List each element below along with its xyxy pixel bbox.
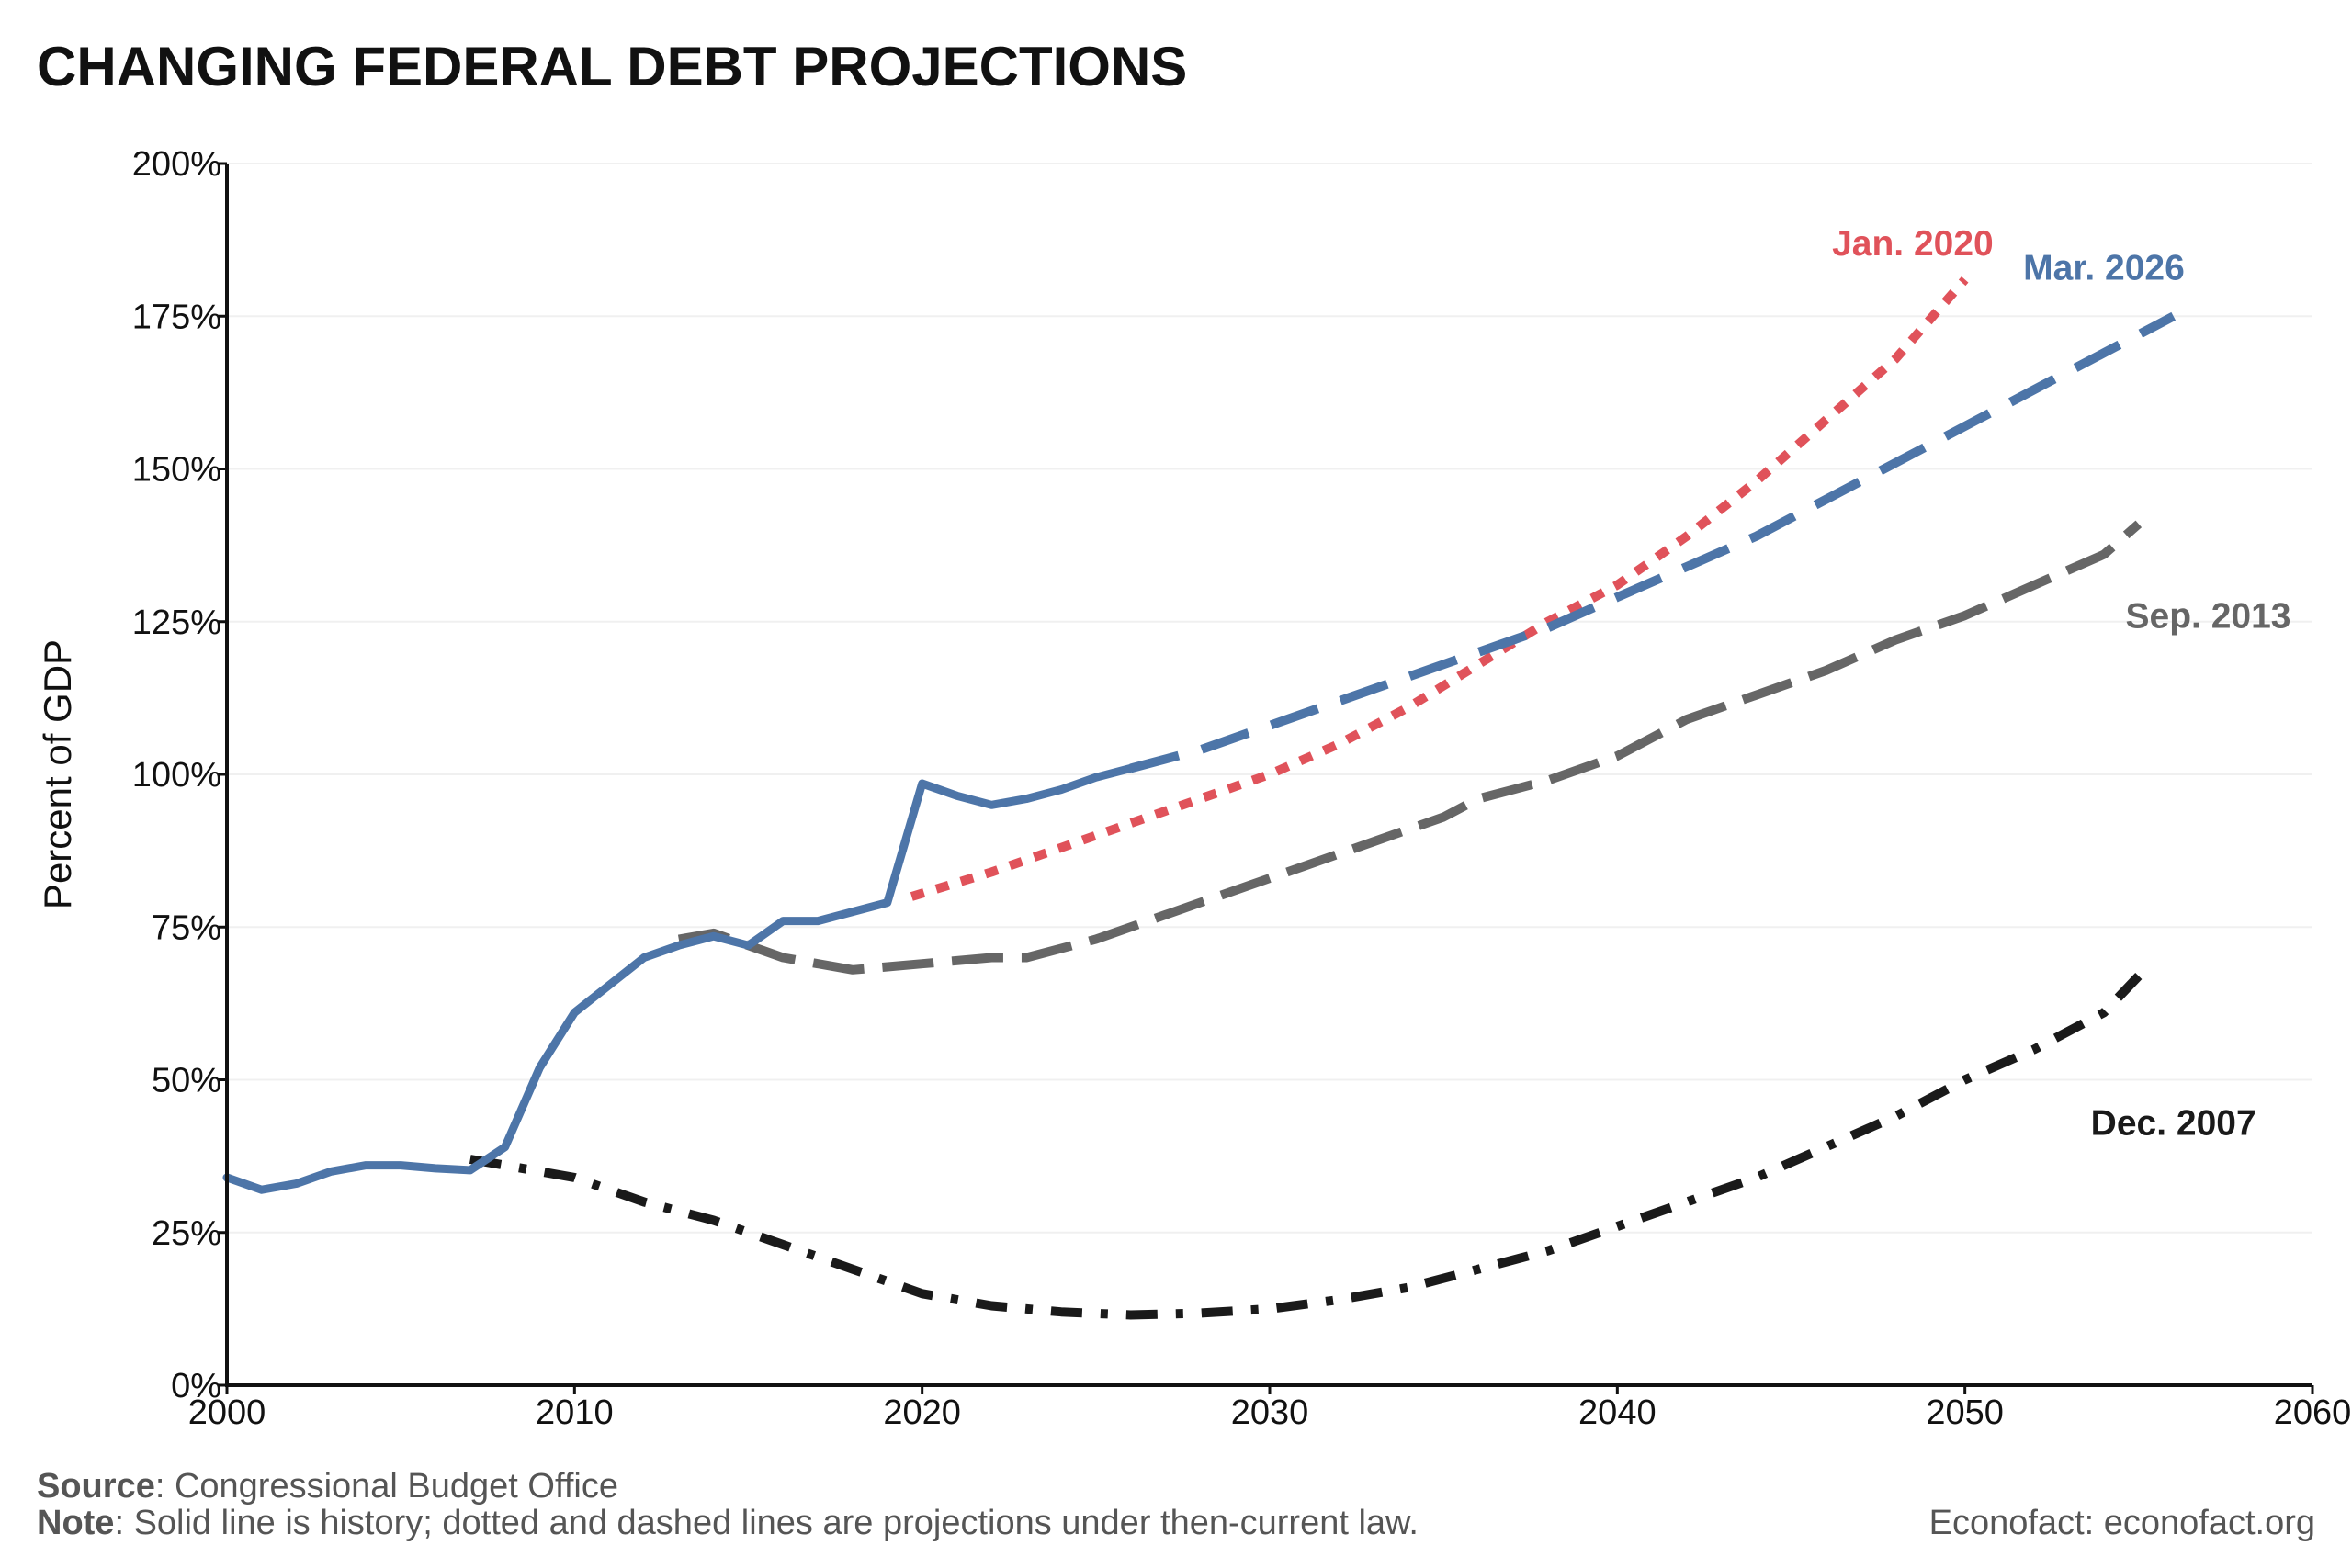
x-tick-label: 2030 (1231, 1393, 1309, 1432)
y-tick-label: 200% (132, 145, 221, 184)
note-text: : Solid line is history; dotted and dash… (114, 1504, 1419, 1542)
y-tick-label: 0% (171, 1367, 221, 1405)
series-label-mar-2026: Mar. 2026 (2023, 248, 2185, 288)
y-tick-label: 25% (152, 1214, 221, 1253)
note-line: Note: Solid line is history; dotted and … (37, 1504, 1419, 1543)
y-tick-label: 100% (132, 756, 221, 795)
x-tick-label: 2060 (2274, 1393, 2352, 1432)
series-line-dec-2007 (469, 973, 2143, 1320)
y-tick-label: 50% (152, 1062, 221, 1100)
credit-text: Econofact: econofact.org (1928, 1504, 2315, 1542)
y-tick-label: 175% (132, 298, 221, 336)
grid-layer (227, 163, 2312, 1234)
note-label: Note (37, 1504, 115, 1542)
source-line: Source: Congressional Budget Office (37, 1467, 618, 1506)
series-line-mar-2026 (1129, 311, 2177, 773)
x-tick-label: 2010 (536, 1393, 614, 1432)
series-label-sep-2013: Sep. 2013 (2126, 596, 2291, 636)
series-line-sep-2013 (677, 520, 2143, 975)
source-label: Source (37, 1467, 155, 1506)
series-layer (222, 276, 2177, 1320)
x-tick-label: 2020 (883, 1393, 961, 1432)
source-text: : Congressional Budget Office (154, 1467, 618, 1506)
x-tick-label: 2000 (188, 1393, 266, 1432)
series-line-jan-2020 (910, 276, 1969, 901)
x-tick-label: 2040 (1578, 1393, 1657, 1432)
y-axis-title: Percent of GDP (36, 639, 79, 909)
y-tick-label: 125% (132, 604, 221, 642)
y-tick-label: 75% (152, 908, 221, 947)
tick-layer: 0% 25% 50% 75% 100% 125% 150% 175% 200% 2000 2010 2… (132, 145, 2351, 1432)
y-tick-label: 150% (132, 451, 221, 490)
series-label-dec-2007: Dec. 2007 (2091, 1103, 2256, 1143)
series-label-jan-2020: Jan. 2020 (1832, 224, 1994, 264)
label-layer: Dec. 2007 Sep. 2013 Jan. 2020 Mar. 2026 (1832, 224, 2290, 1144)
chart-title: CHANGING FEDERAL DEBT PROJECTIONS (37, 36, 1188, 97)
x-tick-label: 2050 (1926, 1393, 2004, 1432)
series-line-history (222, 763, 1136, 1194)
